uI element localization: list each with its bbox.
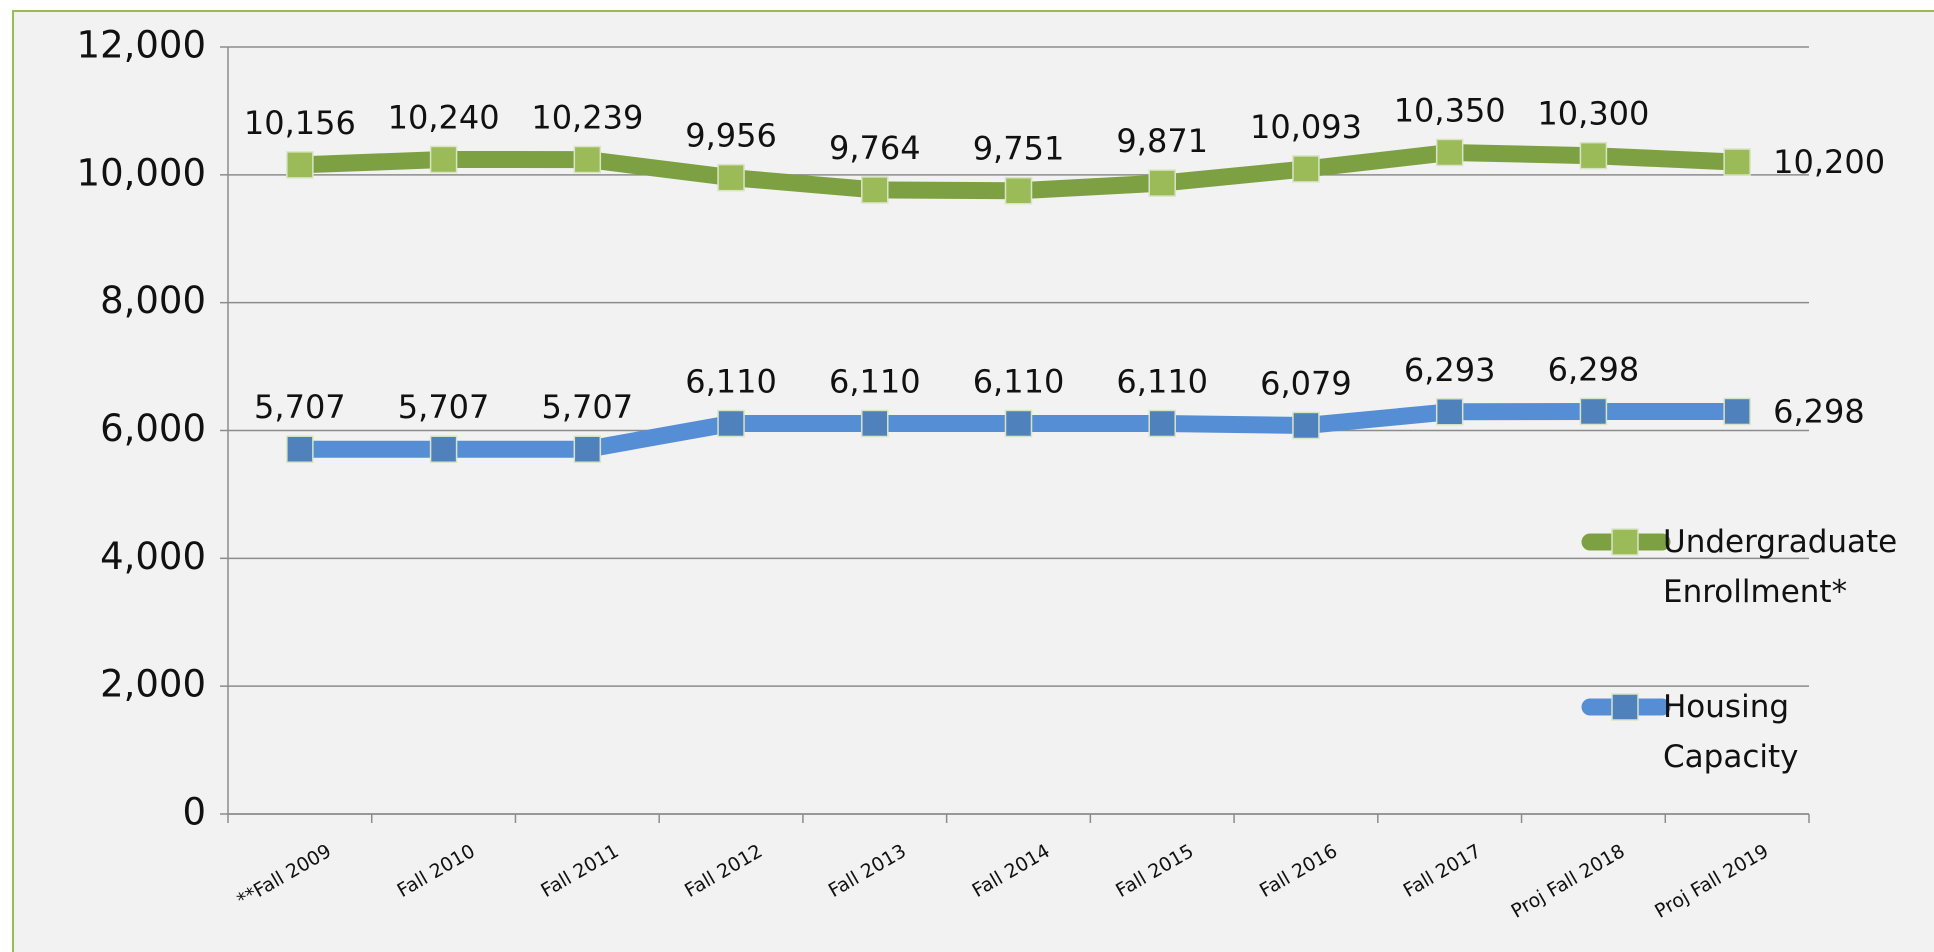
marker [286,151,314,179]
marker [1004,176,1033,205]
data-label: 6,298 [1548,350,1640,388]
x-tick-label: Fall 2013 [825,840,910,902]
data-label: 6,110 [973,362,1065,400]
y-tick-label: 0 [182,791,206,834]
marker [573,435,602,463]
data-label: 6,293 [1404,351,1496,389]
marker [1579,141,1608,170]
data-label: 10,156 [244,104,356,142]
marker [573,145,602,174]
marker [1579,397,1608,426]
x-tick-label: Fall 2011 [537,840,622,902]
data-label: 6,298 [1773,392,1865,430]
x-tick-label: Fall 2012 [681,840,766,902]
data-label: 6,079 [1260,364,1352,402]
marker [286,435,314,463]
legend-marker [1611,693,1639,721]
legend-label: Housing Capacity [1663,689,1799,775]
data-label: 9,956 [685,117,777,155]
y-tick-label: 4,000 [100,535,206,578]
y-tick-label: 6,000 [100,407,206,450]
data-label: 10,350 [1394,91,1506,129]
data-label: 10,200 [1773,143,1885,181]
x-tick-label: Fall 2014 [968,840,1053,902]
data-label: 9,764 [829,129,921,167]
data-label: 6,110 [1116,362,1208,400]
marker [1723,397,1751,426]
y-tick-label: 8,000 [100,279,206,322]
data-label: 5,707 [398,388,490,426]
data-label: 10,093 [1250,108,1362,146]
marker [1004,409,1033,438]
data-label: 10,239 [531,99,643,137]
data-label: 10,240 [388,98,500,136]
marker [429,435,458,463]
x-tick-label: Fall 2017 [1400,840,1485,902]
x-tick-label: Fall 2010 [394,840,479,902]
y-tick-label: 10,000 [77,151,206,194]
x-tick-label: **Fall 2009 [233,840,335,911]
x-tick-label: Fall 2016 [1256,840,1341,902]
data-label: 6,110 [685,362,777,400]
marker [1292,411,1320,440]
y-tick-label: 12,000 [77,24,206,67]
y-tick-label: 2,000 [100,663,206,706]
data-label: 9,751 [973,130,1065,168]
data-label: 9,871 [1116,122,1208,160]
marker [1435,398,1464,426]
marker [1292,155,1320,183]
marker [717,409,745,438]
x-tick-label: Proj Fall 2019 [1651,840,1772,923]
marker [861,176,889,204]
marker [1148,409,1176,438]
data-label: 6,110 [829,362,921,400]
x-tick-label: Proj Fall 2018 [1507,840,1628,923]
marker [1723,148,1751,176]
data-label: 5,707 [542,388,634,426]
marker [1435,138,1464,167]
data-label: 5,707 [254,388,346,426]
marker [861,409,889,438]
legend-marker [1611,528,1639,556]
legend-label: Undergraduate Enrollment* [1663,524,1898,610]
marker [1148,169,1176,197]
x-tick-label: Fall 2015 [1112,840,1197,902]
marker [429,145,458,174]
marker [717,163,745,192]
data-label: 10,300 [1537,95,1649,133]
